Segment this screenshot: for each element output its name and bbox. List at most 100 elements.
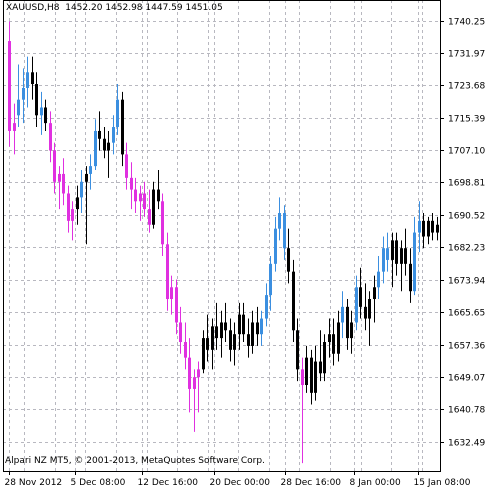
candle [328,318,331,358]
candle-body [418,220,421,233]
candle [256,306,259,346]
candle [346,299,349,350]
candle [31,56,34,100]
candle [238,302,241,350]
candle-body [62,173,65,194]
candle-body [350,322,353,339]
candle [8,21,11,147]
candle [197,361,200,413]
y-tick-label: 1640.78 [448,406,485,416]
candle [166,232,169,311]
candle-body [323,342,326,374]
candle [283,205,286,260]
candle-body [166,244,169,300]
candle [274,216,277,272]
candle [89,154,92,190]
candle [193,369,196,432]
candle-body [373,287,376,300]
candle [305,345,308,393]
candle [242,302,245,343]
candle [85,166,88,245]
candle-body [251,322,254,346]
y-tick-label: 1723.68 [448,82,485,92]
candle [377,256,380,300]
candle [94,119,97,171]
broker-footer: Alpari NZ MT5, © 2001-2013, MetaQuotes S… [5,456,265,466]
candle-body [364,306,367,319]
candle-body [130,177,133,190]
candle-body [233,334,236,350]
candle-body [287,248,290,272]
axes: 1740.25 1731.97 1723.68 1715.39 1707.10 1698.… [3,0,485,488]
candle-body [17,99,20,116]
x-tick-label: 28 Dec 16:00 [281,478,342,488]
candle-body [49,123,52,151]
candle [431,213,434,241]
candle-body [40,107,43,116]
x-tick-label: 12 Dec 16:00 [138,478,199,488]
candle-body [359,287,362,307]
candle [427,216,430,245]
candle [116,84,119,135]
candle-body [269,263,272,296]
candle [179,306,182,354]
candle [265,283,268,327]
candle-body [337,322,340,354]
candle [301,357,304,464]
candle-body [143,193,146,210]
candle [98,111,101,151]
candle [314,345,317,401]
chart-header: XAUUSD,H8 1452.20 1452.98 1447.59 1451.0… [6,3,223,13]
candle-body [220,322,223,339]
candle-body [206,338,209,350]
candle-body [265,295,268,319]
y-tick-label: 1665.65 [448,309,485,319]
candle-body [278,213,281,229]
candle-body [229,330,232,350]
candle-body [409,263,412,292]
y-tick-label: 1731.97 [448,50,485,60]
candle-body [292,271,295,331]
candle [337,310,340,362]
candle [161,193,164,257]
candle [53,142,56,194]
candle [373,275,376,323]
candle [404,228,407,276]
candle-body [368,299,371,319]
candle [80,170,83,214]
candle [44,99,47,131]
candle-body [44,107,47,124]
x-tick-label: 28 Nov 2012 [5,478,63,488]
candle [121,91,124,167]
candle [368,291,371,346]
candle-body [391,240,394,260]
candle-body [305,357,308,386]
candle [220,310,223,358]
candle [202,330,205,374]
candle-body [76,197,79,210]
candle-body [26,72,29,88]
candle-body [247,334,250,346]
y-tick-label: 1673.94 [448,277,485,287]
candle-body [184,342,187,358]
candle-body [436,224,439,233]
candles [8,21,439,464]
candle [58,166,61,210]
candle-body [319,361,322,374]
candle [391,232,394,288]
candle [22,68,25,124]
candle-body [134,189,137,202]
candle [134,177,137,214]
candle-body [197,369,200,378]
y-tick-label: 1707.10 [448,147,485,157]
candle [112,115,115,155]
candle [341,291,344,339]
candle-body [274,228,277,264]
candle [332,318,335,366]
candle [418,201,421,253]
y-tick-label: 1690.52 [448,212,485,222]
candle-body [103,138,106,151]
candle [17,64,20,128]
